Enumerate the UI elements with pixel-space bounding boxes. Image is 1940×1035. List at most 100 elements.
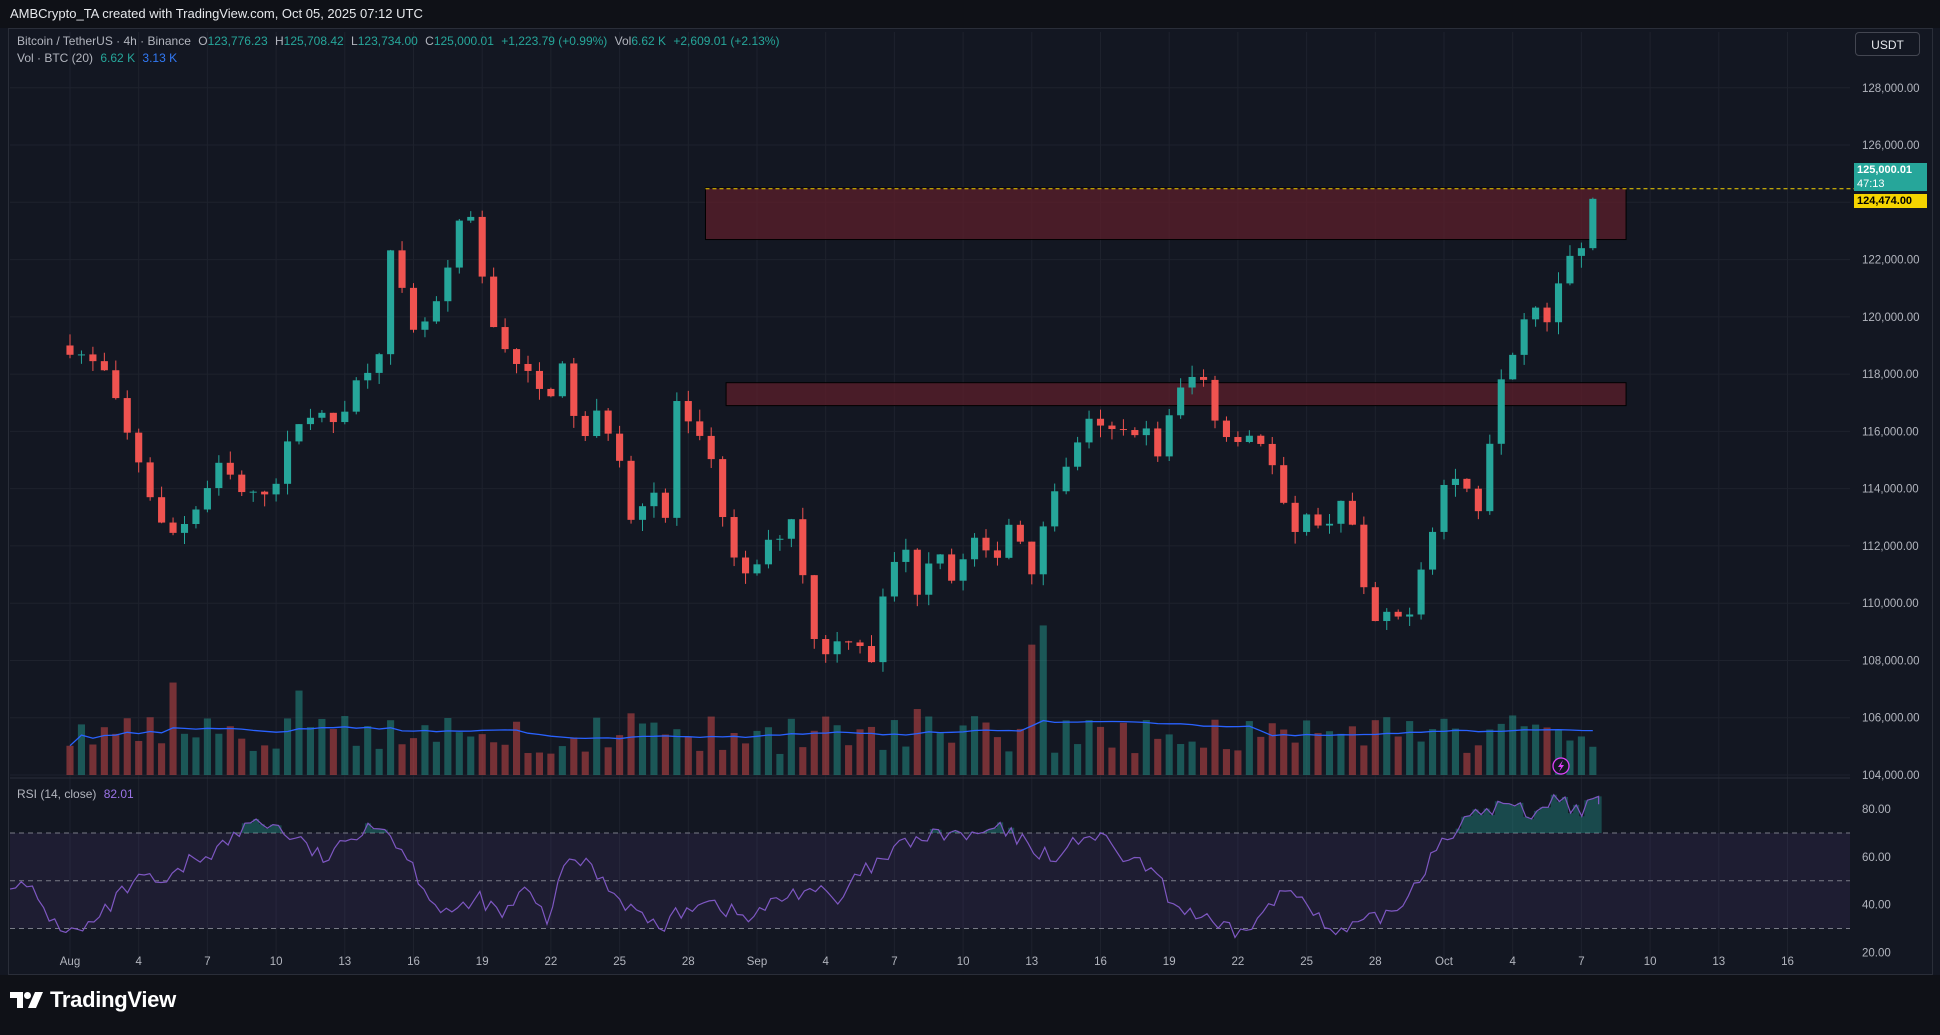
candle bbox=[1589, 198, 1597, 249]
candle bbox=[284, 441, 292, 484]
chart-frame bbox=[8, 28, 1933, 975]
chart-canvas[interactable]: 104,000.00 106,000.00 108,000.00 110,000.00… bbox=[0, 0, 1940, 975]
volume-bar bbox=[650, 722, 658, 775]
candle bbox=[1200, 376, 1208, 380]
volume-bar bbox=[547, 753, 555, 775]
candle bbox=[696, 421, 704, 436]
volume-bar bbox=[913, 709, 921, 775]
volume-bar bbox=[1497, 723, 1505, 775]
candle bbox=[1429, 531, 1437, 570]
candle bbox=[306, 417, 314, 425]
candle bbox=[707, 435, 715, 460]
vol-indicator-label: Vol · BTC (20) bbox=[17, 51, 94, 65]
lightning-icon bbox=[1558, 760, 1564, 772]
price-tick-label: 108,000.00 bbox=[1862, 655, 1920, 667]
currency-button[interactable]: USDT bbox=[1855, 32, 1920, 56]
candle bbox=[1463, 478, 1471, 489]
candle bbox=[948, 554, 956, 581]
vol-indicator-value: 6.62 K bbox=[100, 51, 136, 65]
volume-bar bbox=[1417, 741, 1425, 775]
candle bbox=[535, 370, 543, 389]
volume-bar bbox=[845, 745, 853, 775]
volume-bar bbox=[169, 682, 177, 775]
volume-bar bbox=[261, 745, 269, 775]
volume-bar bbox=[478, 734, 486, 775]
candle bbox=[1314, 514, 1322, 526]
price-tick-label: 114,000.00 bbox=[1862, 484, 1919, 496]
candle bbox=[1577, 248, 1585, 256]
rsi-tick-label: 40.00 bbox=[1862, 900, 1891, 912]
price-tick-label: 104,000.00 bbox=[1862, 770, 1920, 782]
candle bbox=[1406, 614, 1414, 617]
volume-bar bbox=[192, 737, 200, 775]
time-axis: Aug 4 7 10 13 16 19 22 25 28 Sep 4 7 10 13 16 19 22 25 28 Oc… bbox=[60, 956, 1794, 968]
candle bbox=[375, 354, 383, 373]
volume-bar bbox=[833, 725, 841, 775]
time-tick-label: 13 bbox=[1025, 956, 1038, 968]
rsi-tick-label: 60.00 bbox=[1862, 852, 1891, 864]
volume-bar bbox=[249, 750, 257, 775]
candle bbox=[1039, 526, 1047, 575]
candle bbox=[421, 321, 429, 330]
c-label: C bbox=[425, 34, 434, 48]
candle bbox=[1016, 524, 1024, 542]
volume-bar bbox=[1589, 746, 1597, 775]
candle bbox=[1280, 465, 1288, 503]
price-tick-label: 110,000.00 bbox=[1862, 598, 1919, 610]
candle bbox=[856, 642, 864, 647]
volume-bar bbox=[696, 750, 704, 775]
time-tick-label: 4 bbox=[135, 956, 142, 968]
volume-bar bbox=[66, 745, 74, 775]
volume-bar bbox=[673, 729, 681, 775]
volume-bar bbox=[867, 726, 876, 775]
volume-bar bbox=[993, 737, 1001, 775]
volume-bar bbox=[1280, 729, 1288, 775]
volume-bar bbox=[787, 718, 795, 775]
candle bbox=[1062, 466, 1070, 492]
candle bbox=[593, 410, 601, 437]
time-tick-label: Aug bbox=[60, 956, 80, 968]
candle bbox=[890, 561, 898, 597]
volume-bar bbox=[1165, 734, 1173, 775]
last-price-tag: 125,000.01 bbox=[1854, 163, 1927, 177]
candle bbox=[1497, 379, 1505, 444]
volume-bar bbox=[982, 722, 990, 775]
candle bbox=[684, 401, 692, 422]
candle bbox=[364, 372, 372, 381]
volume-bar bbox=[1440, 718, 1448, 775]
candle bbox=[341, 411, 349, 423]
volume-bar bbox=[352, 745, 360, 775]
candles bbox=[66, 197, 1597, 672]
candle bbox=[879, 596, 887, 663]
candle bbox=[77, 354, 85, 356]
rsi-label: RSI (14, close) bbox=[17, 787, 97, 801]
time-tick-label: 19 bbox=[1163, 956, 1176, 968]
volume-bar bbox=[1486, 729, 1494, 775]
price-tick-label: 112,000.00 bbox=[1862, 541, 1919, 553]
attribution-bar: AMBCrypto_TA created with TradingView.co… bbox=[0, 0, 1940, 28]
candle bbox=[261, 491, 269, 495]
change-value: +1,223.79 (+0.99%) bbox=[501, 34, 608, 48]
replay-button[interactable] bbox=[1552, 757, 1570, 775]
volume-bar bbox=[707, 716, 715, 775]
candle bbox=[1234, 437, 1242, 442]
tradingview-logo[interactable]: TradingView bbox=[10, 987, 176, 1013]
candle bbox=[123, 398, 131, 433]
volume-bar bbox=[1429, 729, 1437, 775]
volume-bar bbox=[375, 748, 383, 775]
time-tick-label: 28 bbox=[1369, 956, 1382, 968]
volume-bar bbox=[1211, 719, 1219, 775]
rsi-line bbox=[9, 793, 1600, 939]
volume-bar bbox=[1108, 747, 1116, 775]
candle bbox=[89, 354, 97, 362]
volume-bar bbox=[1360, 745, 1368, 775]
vol-change: +2,609.01 (+2.13%) bbox=[673, 34, 780, 48]
volume-bar bbox=[135, 740, 143, 775]
volume-bar bbox=[810, 730, 818, 775]
volume-bar bbox=[215, 733, 223, 775]
candle bbox=[1440, 484, 1448, 532]
volume-bar bbox=[1451, 728, 1459, 775]
volume-bar bbox=[742, 743, 750, 775]
rsi-legend: RSI (14, close) 82.01 bbox=[17, 787, 138, 801]
time-tick-label: 7 bbox=[1578, 956, 1584, 968]
